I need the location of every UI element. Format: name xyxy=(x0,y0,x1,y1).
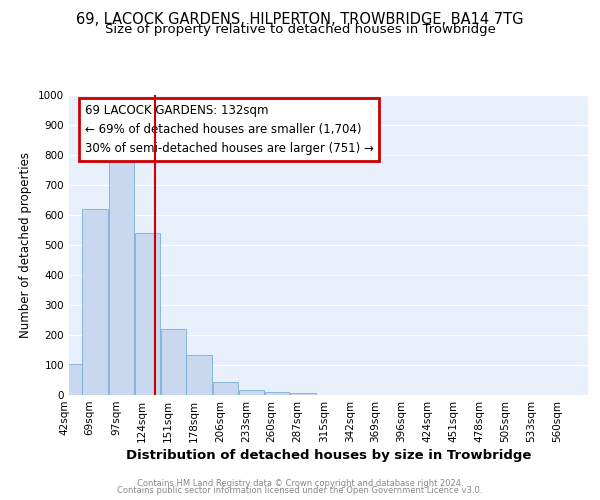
Bar xyxy=(57,364,82,395)
Text: Contains HM Land Registry data © Crown copyright and database right 2024.: Contains HM Land Registry data © Crown c… xyxy=(137,478,463,488)
Bar xyxy=(186,354,212,395)
Text: 69, LACOCK GARDENS, HILPERTON, TROWBRIDGE, BA14 7TG: 69, LACOCK GARDENS, HILPERTON, TROWBRIDG… xyxy=(76,12,524,28)
Bar xyxy=(109,158,134,395)
Bar xyxy=(135,233,160,395)
Text: Contains public sector information licensed under the Open Government Licence v3: Contains public sector information licen… xyxy=(118,486,482,495)
Y-axis label: Number of detached properties: Number of detached properties xyxy=(19,152,32,338)
Bar xyxy=(161,329,185,395)
Bar xyxy=(290,392,316,395)
Bar xyxy=(213,382,238,395)
X-axis label: Distribution of detached houses by size in Trowbridge: Distribution of detached houses by size … xyxy=(126,449,531,462)
Bar xyxy=(239,390,264,395)
Bar xyxy=(82,209,108,395)
Text: Size of property relative to detached houses in Trowbridge: Size of property relative to detached ho… xyxy=(104,22,496,36)
Text: 69 LACOCK GARDENS: 132sqm
← 69% of detached houses are smaller (1,704)
30% of se: 69 LACOCK GARDENS: 132sqm ← 69% of detac… xyxy=(85,104,373,155)
Bar xyxy=(265,392,289,395)
